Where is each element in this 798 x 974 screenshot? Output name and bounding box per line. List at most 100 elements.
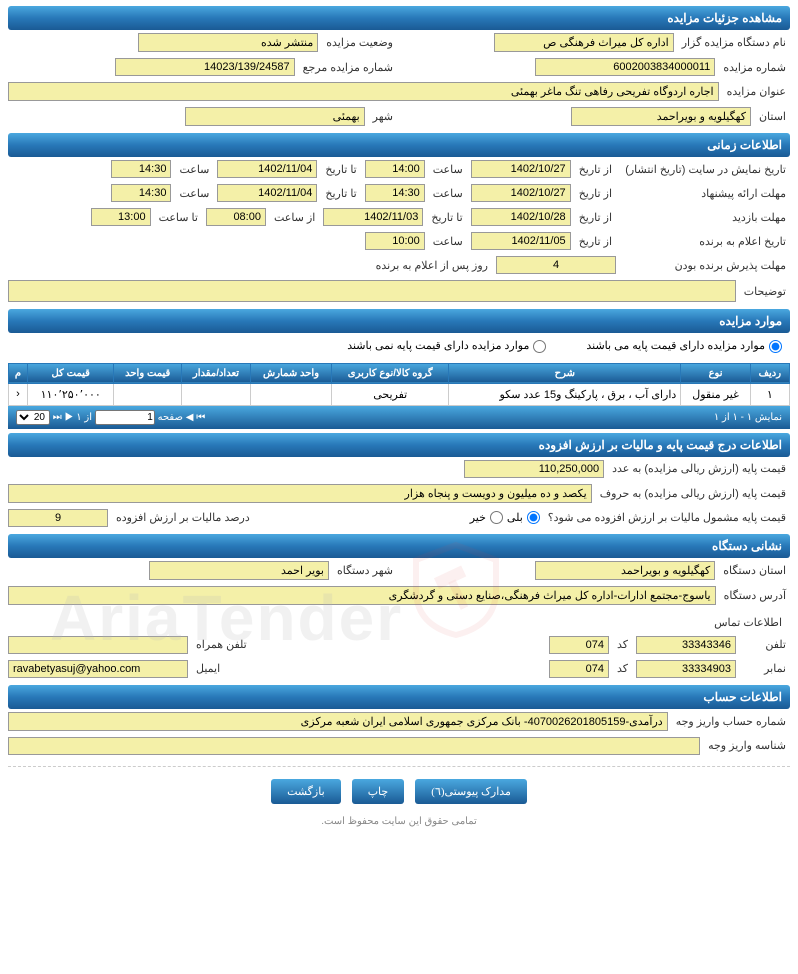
email-field: ravabetyasuj@yahoo.com: [8, 660, 188, 678]
vat-yes[interactable]: بلی: [507, 511, 540, 525]
auction-no-label: شماره مزایده: [719, 61, 790, 74]
phone-field: 33343346: [636, 636, 736, 654]
offer-to-hour: 14:30: [111, 184, 171, 202]
title-label: عنوان مزایده: [723, 85, 790, 98]
vat-no-radio[interactable]: [490, 511, 503, 524]
phone-code-field: 074: [549, 636, 609, 654]
offer-label: مهلت ارائه پیشنهاد: [620, 187, 790, 200]
radio-no-base-input[interactable]: [533, 340, 546, 353]
th-unit: واحد شمارش: [250, 363, 331, 383]
from-label-4: از تاریخ: [575, 235, 616, 248]
contact-header: اطلاعات تماس: [8, 608, 790, 633]
th-qty: تعداد/مقدار: [182, 363, 251, 383]
vat-no[interactable]: خیر: [470, 511, 503, 525]
vat-pct-label: درصد مالیات بر ارزش افزوده: [112, 511, 254, 524]
display-to-date: 1402/11/04: [217, 160, 317, 178]
section-time-info: اطلاعات زمانی: [8, 133, 790, 157]
th-total: قیمت کل: [28, 363, 114, 383]
fax-code-field: 074: [549, 660, 609, 678]
org-name-field: اداره کل میراث فرهنگی ص: [494, 33, 674, 52]
display-to-hour: 14:30: [111, 160, 171, 178]
deposit-id-field: [8, 737, 700, 755]
phone-code-label: کد: [613, 638, 632, 651]
pager-next-icon[interactable]: ▶: [65, 412, 74, 423]
cell-type: غیر منقول: [681, 383, 750, 405]
ref-no-field: 14023/139/24587: [115, 58, 295, 76]
pager-of-label: از ۱: [76, 412, 92, 423]
org-addr-field: یاسوج-مجتمع ادارات-اداره کل میراث فرهنگی…: [8, 586, 716, 605]
visit-to-date: 1402/11/03: [323, 208, 423, 226]
display-date-label: تاریخ نمایش در سایت (تاریخ انتشار): [620, 163, 790, 176]
org-city-field: بویر احمد: [149, 561, 329, 580]
vat-yes-label: بلی: [507, 512, 523, 524]
org-city-label: شهر دستگاه: [333, 564, 397, 577]
winner-label: تاریخ اعلام به برنده: [620, 235, 790, 248]
status-label: وضعیت مزایده: [322, 36, 397, 49]
base-num-label: قیمت پایه (ارزش ریالی مزایده) به عدد: [608, 462, 790, 475]
ref-no-label: شماره مزایده مرجع: [299, 61, 397, 74]
cell-group: تفریحی: [332, 383, 449, 405]
title-field: اجاره اردوگاه تفریحی رفاهی تنگ ماغر بهمئ…: [8, 82, 719, 101]
th-unit-price: قیمت واحد: [114, 363, 182, 383]
section-account-info: اطلاعات حساب: [8, 685, 790, 709]
base-words-label: قیمت پایه (ارزش ریالی مزایده) به حروف: [596, 487, 790, 500]
email-label: ایمیل: [192, 662, 224, 675]
notes-label: توضیحات: [740, 285, 790, 298]
th-desc: شرح: [449, 363, 681, 383]
org-addr-label: آدرس دستگاه: [720, 589, 790, 602]
city-label: شهر: [369, 110, 397, 123]
from-label: از تاریخ: [575, 163, 616, 176]
copyright: تمامی حقوق این سایت محفوظ است.: [8, 810, 790, 833]
mobile-label: تلفن همراه: [192, 638, 251, 651]
pager-page-label: صفحه: [158, 412, 183, 423]
winner-hour: 10:00: [365, 232, 425, 250]
th-m: م: [9, 363, 28, 383]
vat-yes-radio[interactable]: [527, 511, 540, 524]
to-label-2: تا تاریخ: [321, 187, 360, 200]
cell-unit-price: [114, 383, 182, 405]
offer-to-date: 1402/11/04: [217, 184, 317, 202]
back-button[interactable]: بازگشت: [271, 779, 341, 804]
items-table: ردیف نوع شرح گروه کالا/نوع کاربری واحد ش…: [8, 363, 790, 406]
print-button[interactable]: چاپ: [352, 779, 405, 804]
mobile-field: [8, 636, 188, 654]
pager: نمایش ۱ - ۱ از ۱ ⏮ ◀ صفحه از ۱ ▶ ⏭ 20: [8, 406, 790, 429]
table-row[interactable]: ۱ غیر منقول دارای آب ، برق ، پارکینگ و15…: [9, 383, 790, 405]
pager-size-select[interactable]: 20: [16, 410, 50, 425]
radio-no-base[interactable]: موارد مزایده دارای قیمت پایه نمی باشند: [347, 339, 546, 353]
pager-page-input[interactable]: [95, 410, 155, 425]
th-group: گروه کالا/نوع کاربری: [332, 363, 449, 383]
pager-last-icon[interactable]: ⏭: [53, 412, 62, 423]
to-hour-label: تا ساعت: [155, 211, 202, 224]
base-words-field: یکصد و ده میلیون و دویست و پنجاه هزار: [8, 484, 592, 503]
visit-to-hour: 13:00: [91, 208, 151, 226]
to-label: تا تاریخ: [321, 163, 360, 176]
radio-has-base[interactable]: موارد مزایده دارای قیمت پایه می باشند: [586, 339, 782, 353]
deposit-id-label: شناسه واریز وجه: [704, 739, 790, 752]
auction-no-field: 6002003834000011: [535, 58, 715, 76]
pager-first-icon[interactable]: ⏮: [196, 412, 205, 423]
account-no-field: درآمدی-4070026201805159- بانک مرکزی جمهو…: [8, 712, 668, 731]
to-label-3: تا تاریخ: [427, 211, 466, 224]
section-base-price-tax: اطلاعات درج قیمت پایه و مالیات بر ارزش ا…: [8, 433, 790, 457]
accept-suffix: روز پس از اعلام به برنده: [372, 259, 492, 272]
cell-arrow[interactable]: ‹: [9, 383, 28, 405]
hour-label-5: ساعت: [429, 235, 467, 248]
offer-from-date: 1402/10/27: [471, 184, 571, 202]
visit-label: مهلت بازدید: [620, 211, 790, 224]
cell-unit: [250, 383, 331, 405]
radio-has-base-input[interactable]: [769, 340, 782, 353]
pager-prev-icon[interactable]: ◀: [186, 412, 194, 423]
fax-code-label: کد: [613, 662, 632, 675]
cell-idx: ۱: [750, 383, 789, 405]
visit-from-date: 1402/10/28: [471, 208, 571, 226]
accept-label: مهلت پذیرش برنده بودن: [620, 259, 790, 272]
status-field: منتشر شده: [138, 33, 318, 52]
phone-label: تلفن: [740, 638, 790, 651]
display-from-date: 1402/10/27: [471, 160, 571, 178]
hour-label: ساعت: [429, 163, 467, 176]
hour-label-2: ساعت: [175, 163, 213, 176]
attachments-button[interactable]: مدارک پیوستی(٦): [415, 779, 527, 804]
offer-from-hour: 14:30: [365, 184, 425, 202]
fax-field: 33334903: [636, 660, 736, 678]
